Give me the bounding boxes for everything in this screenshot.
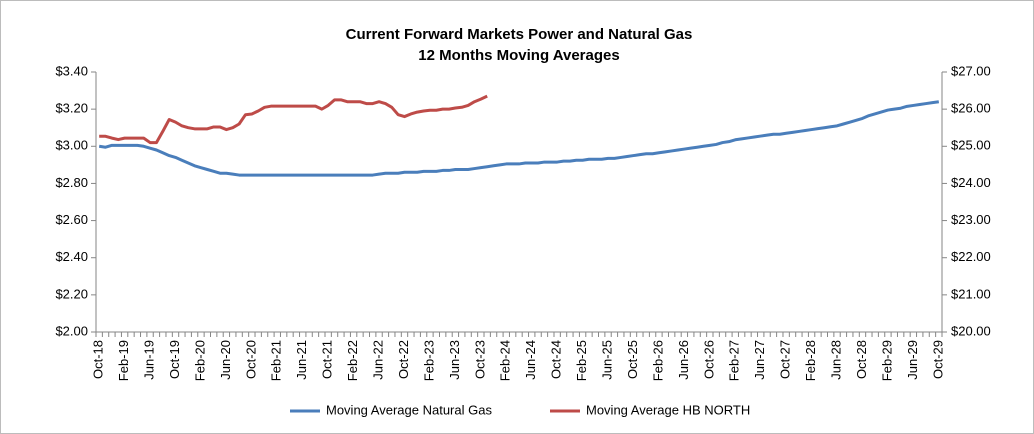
x-tick-label: Oct-19 <box>167 340 182 379</box>
yticks-label: $2.00 <box>55 323 88 338</box>
x-tick-label: Jun-28 <box>828 340 843 380</box>
y2ticks-label: $22.00 <box>951 249 991 264</box>
x-tick-label: Oct-27 <box>778 340 793 379</box>
y2ticks-label: $23.00 <box>951 212 991 227</box>
x-tick-label: Jun-25 <box>599 340 614 380</box>
legend-label: Moving Average HB NORTH <box>586 402 750 417</box>
x-tick-label: Oct-20 <box>243 340 258 379</box>
yticks-label: $2.80 <box>55 175 88 190</box>
y2ticks-label: $21.00 <box>951 286 991 301</box>
x-tick-label: Jun-22 <box>370 340 385 380</box>
yticks-label: $3.20 <box>55 101 88 116</box>
x-tick-label: Oct-24 <box>549 340 564 379</box>
series-line <box>98 100 940 177</box>
x-tick-label: Jun-19 <box>142 340 157 380</box>
x-tick-label: Jun-21 <box>294 340 309 380</box>
y2ticks-label: $26.00 <box>951 101 991 116</box>
yticks-label: $3.00 <box>55 138 88 153</box>
yticks-label: $2.20 <box>55 286 88 301</box>
x-tick-label: Oct-29 <box>930 340 945 379</box>
x-tick-label: Oct-22 <box>396 340 411 379</box>
chart-subtitle: 12 Months Moving Averages <box>418 47 619 64</box>
legend-label: Moving Average Natural Gas <box>326 402 492 417</box>
x-tick-label: Jun-29 <box>905 340 920 380</box>
x-tick-label: Jun-26 <box>676 340 691 380</box>
x-tick-label: Feb-20 <box>192 340 207 381</box>
x-tick-label: Feb-25 <box>574 340 589 381</box>
x-tick-label: Feb-21 <box>269 340 284 381</box>
x-tick-label: Feb-29 <box>879 340 894 381</box>
x-tick-label: Feb-26 <box>650 340 665 381</box>
x-tick-label: Feb-22 <box>345 340 360 381</box>
x-tick-label: Jun-20 <box>218 340 233 380</box>
x-tick-label: Feb-27 <box>727 340 742 381</box>
y2ticks-label: $27.00 <box>951 63 991 78</box>
y2ticks-label: $20.00 <box>951 323 991 338</box>
x-tick-label: Oct-23 <box>472 340 487 379</box>
x-tick-label: Feb-28 <box>803 340 818 381</box>
series-line <box>99 94 488 145</box>
x-tick-label: Feb-19 <box>116 340 131 381</box>
y2ticks-label: $24.00 <box>951 175 991 190</box>
yticks-label: $2.40 <box>55 249 88 264</box>
x-tick-label: Feb-23 <box>421 340 436 381</box>
x-tick-label: Jun-27 <box>752 340 767 380</box>
x-tick-label: Oct-21 <box>320 340 335 379</box>
x-tick-label: Feb-24 <box>498 340 513 381</box>
x-tick-label: Oct-18 <box>91 340 106 379</box>
x-tick-label: Jun-23 <box>447 340 462 380</box>
x-tick-label: Jun-24 <box>523 340 538 380</box>
yticks-label: $2.60 <box>55 212 88 227</box>
y2ticks-label: $25.00 <box>951 138 991 153</box>
x-tick-label: Oct-28 <box>854 340 869 379</box>
yticks-label: $3.40 <box>55 63 88 78</box>
x-tick-label: Oct-26 <box>701 340 716 379</box>
x-tick-label: Oct-25 <box>625 340 640 379</box>
chart-title: Current Forward Markets Power and Natura… <box>346 26 693 43</box>
